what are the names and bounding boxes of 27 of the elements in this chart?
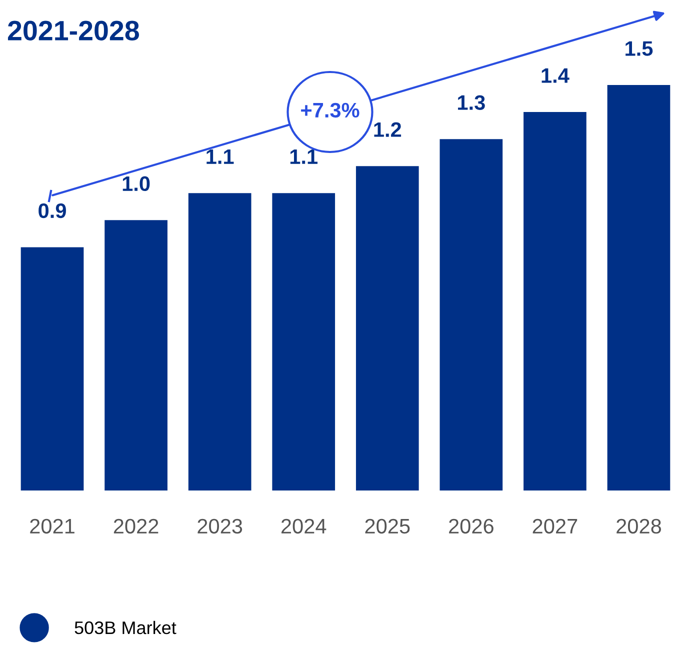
data-label: 1.1 <box>290 149 318 164</box>
bar <box>104 220 168 490</box>
data-label: 1.3 <box>458 95 485 110</box>
x-tick-label: 2021 <box>30 518 74 534</box>
data-label: 1.1 <box>206 149 234 164</box>
data-label: 1.4 <box>542 68 570 83</box>
x-tick-label: 2022 <box>114 518 158 534</box>
x-tick-label: 2027 <box>532 518 578 534</box>
bar <box>188 193 252 490</box>
data-label: 1.5 <box>626 41 653 56</box>
chart-title: 2021-2028 <box>8 20 139 40</box>
x-tick-label: 2026 <box>449 518 494 534</box>
bar <box>440 139 503 490</box>
x-tick-label: 2028 <box>616 518 662 534</box>
data-label: 1.0 <box>122 176 150 192</box>
annotation: +7.3% <box>301 102 360 118</box>
legend-label: 503B Market <box>74 620 176 634</box>
bar <box>272 193 336 490</box>
bar <box>524 112 586 490</box>
x-tick-label: 2023 <box>198 518 242 534</box>
bar <box>356 166 419 490</box>
data-label: 1.2 <box>374 122 402 137</box>
bar <box>607 85 670 490</box>
data-label: 0.9 <box>38 203 66 218</box>
x-tick-label: 2024 <box>281 518 326 534</box>
bar <box>20 247 84 490</box>
x-tick-label: 2025 <box>365 518 410 534</box>
